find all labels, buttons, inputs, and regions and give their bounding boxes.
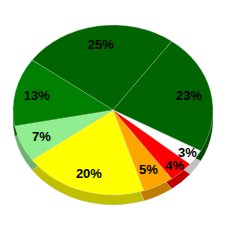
data-labels: 25%23%3%4%5%20%7%13%	[24, 37, 203, 181]
data-label: 5%	[139, 162, 158, 177]
pie	[13, 25, 213, 195]
slice	[13, 60, 113, 126]
data-label: 7%	[32, 129, 51, 144]
data-label: 20%	[76, 166, 102, 181]
data-label: 4%	[165, 158, 184, 173]
data-label: 13%	[24, 88, 50, 103]
data-label: 23%	[176, 88, 202, 103]
chart: 25%23%3%4%5%20%7%13%	[0, 0, 227, 227]
data-label: 25%	[88, 37, 114, 52]
